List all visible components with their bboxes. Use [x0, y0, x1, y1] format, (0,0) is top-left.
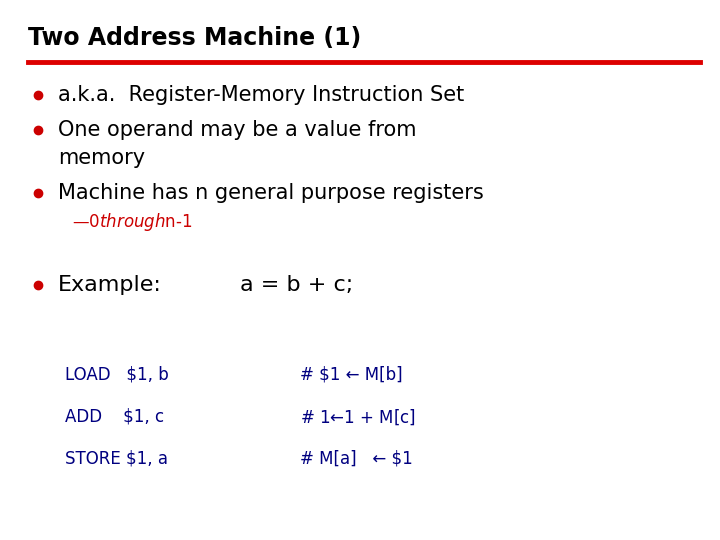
Text: STORE $1, a: STORE $1, a [65, 450, 168, 468]
Text: # M[a]   ← $1: # M[a] ← $1 [300, 450, 413, 468]
Text: Example:: Example: [58, 275, 162, 295]
Text: Two Address Machine (1): Two Address Machine (1) [28, 26, 361, 50]
Text: a = b + c;: a = b + c; [240, 275, 354, 295]
Text: # $1 ← M[b]: # $1 ← M[b] [300, 366, 402, 384]
Text: —$0 through $n-1: —$0 through $n-1 [72, 211, 192, 233]
Text: a.k.a.  Register-Memory Instruction Set: a.k.a. Register-Memory Instruction Set [58, 85, 464, 105]
Text: ADD    $1, c: ADD $1, c [65, 408, 164, 426]
Text: Machine has n general purpose registers: Machine has n general purpose registers [58, 183, 484, 203]
Text: LOAD   $1, b: LOAD $1, b [65, 366, 168, 384]
Text: memory: memory [58, 148, 145, 168]
Text: # $1 ← $1 + M[c]: # $1 ← $1 + M[c] [300, 407, 416, 427]
Text: One operand may be a value from: One operand may be a value from [58, 120, 416, 140]
